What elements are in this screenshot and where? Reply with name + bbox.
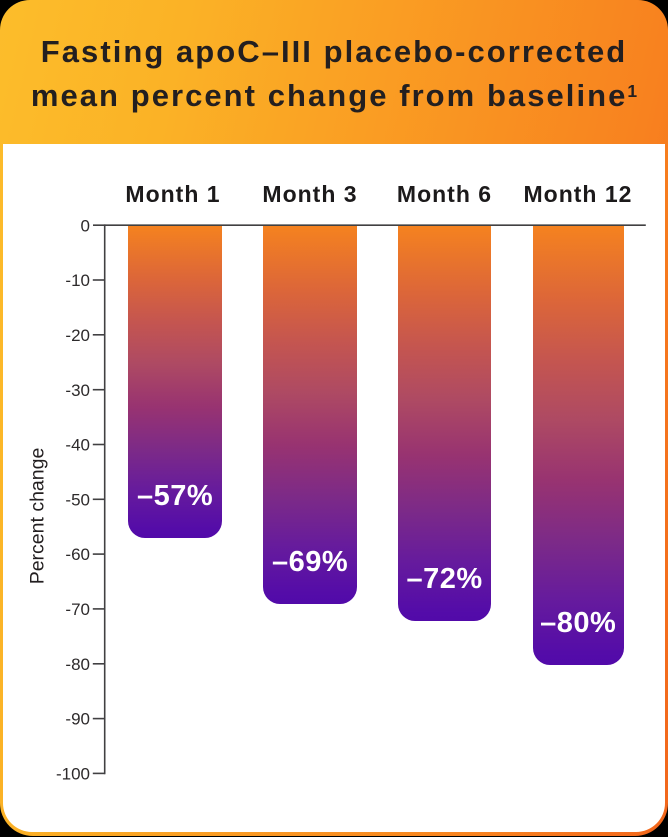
- svg-text:-80: -80: [65, 655, 90, 674]
- svg-text:0: 0: [81, 216, 90, 235]
- svg-text:-20: -20: [65, 326, 90, 345]
- svg-text:-40: -40: [65, 436, 90, 455]
- svg-text:-60: -60: [65, 545, 90, 564]
- svg-text:-10: -10: [65, 271, 90, 290]
- svg-text:-70: -70: [65, 600, 90, 619]
- svg-text:-30: -30: [65, 381, 90, 400]
- svg-text:Percent change: Percent change: [27, 448, 49, 585]
- svg-text:-50: -50: [65, 490, 90, 509]
- svg-text:-100: -100: [56, 765, 90, 784]
- svg-text:-90: -90: [65, 710, 90, 729]
